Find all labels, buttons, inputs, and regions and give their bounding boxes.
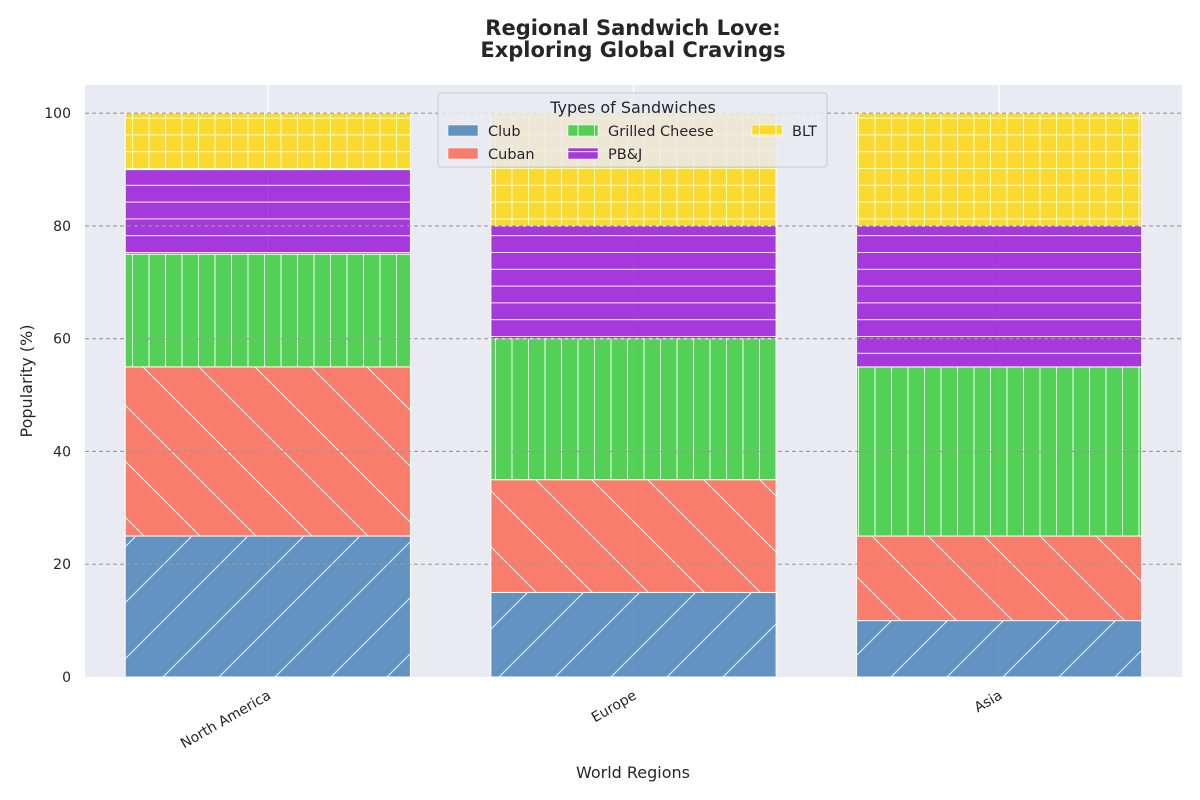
bar-cuban-asia: [856, 535, 1143, 622]
y-tick-label: 20: [53, 557, 71, 573]
legend-title: Types of Sandwiches: [549, 98, 716, 117]
legend-swatch-cuban: [447, 147, 479, 160]
legend: Types of Sandwiches Club Cuban Grilled Che…: [437, 92, 828, 168]
y-tick-label: 0: [62, 670, 71, 686]
legend-items: Club Cuban Grilled Cheese PB&J BLT: [447, 124, 817, 163]
bar-blt-asia: [856, 112, 1143, 227]
legend-swatch-blt: [751, 124, 783, 137]
bar-pb-j-north-america: [124, 169, 411, 255]
bar-cuban-europe: [490, 479, 777, 593]
y-axis-label: Popularity (%): [17, 325, 36, 438]
legend-label-grilled-cheese: Grilled Cheese: [608, 124, 714, 140]
legend-label-blt: BLT: [792, 124, 817, 140]
bar-club-europe: [490, 591, 777, 678]
x-axis-label: World Regions: [576, 763, 690, 782]
y-tick-label: 100: [44, 106, 71, 122]
legend-swatch-pb-j: [567, 147, 599, 160]
legend-swatch-club: [447, 124, 479, 137]
bar-grilled-cheese-north-america: [124, 253, 411, 368]
legend-label-cuban: Cuban: [488, 147, 535, 163]
legend-label-pb-j: PB&J: [608, 147, 642, 163]
y-tick-label: 40: [53, 444, 71, 460]
legend-label-club: Club: [488, 124, 521, 140]
bar-grilled-cheese-europe: [490, 338, 777, 481]
bar-pb-j-asia: [856, 225, 1143, 368]
y-axis-ticks: 0 20 40 60 80 100: [44, 106, 71, 686]
y-tick-label: 80: [53, 219, 71, 235]
legend-box: [437, 92, 828, 168]
bar-club-north-america: [124, 535, 411, 678]
chart-title-line-1: Regional Sandwich Love:: [485, 16, 780, 40]
legend-swatch-grilled-cheese: [567, 124, 599, 137]
y-tick-label: 60: [53, 332, 71, 348]
bar-blt-north-america: [124, 112, 411, 171]
chart-title-line-2: Exploring Global Cravings: [480, 38, 785, 62]
bar-club-asia: [856, 620, 1143, 678]
bar-pb-j-europe: [490, 225, 777, 340]
bars-group: [124, 112, 1143, 678]
